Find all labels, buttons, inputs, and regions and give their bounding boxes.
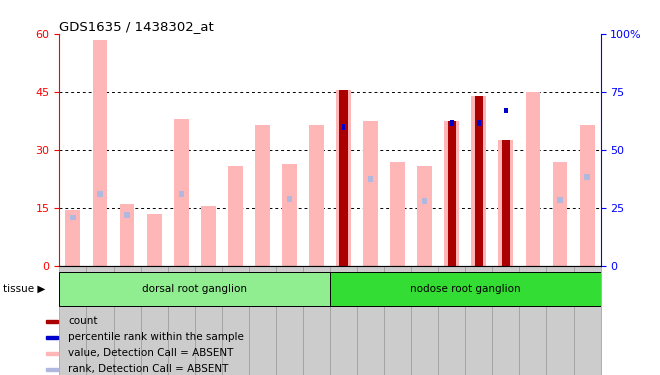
Bar — [46, 320, 58, 323]
Bar — [71, 214, 75, 220]
Bar — [201, 206, 216, 266]
Bar — [249, 266, 276, 375]
Bar — [450, 120, 453, 126]
Bar — [59, 272, 330, 306]
Bar — [174, 119, 189, 266]
Bar — [342, 124, 345, 130]
Bar — [330, 266, 357, 375]
Bar — [46, 352, 58, 355]
Bar — [179, 191, 183, 197]
Bar — [475, 96, 483, 266]
Bar — [287, 196, 292, 202]
Bar — [119, 204, 135, 266]
Bar — [384, 266, 411, 375]
Bar — [368, 176, 373, 182]
Bar — [125, 212, 129, 218]
Text: count: count — [68, 316, 98, 327]
Bar — [444, 121, 459, 266]
Bar — [141, 266, 168, 375]
Bar — [65, 210, 81, 266]
Bar — [558, 197, 562, 203]
Bar — [168, 266, 195, 375]
Bar — [114, 266, 141, 375]
Bar — [222, 266, 249, 375]
Bar — [552, 162, 568, 266]
Bar — [465, 266, 492, 375]
Bar — [195, 266, 222, 375]
Bar — [574, 266, 601, 375]
Bar — [336, 90, 351, 266]
Text: rank, Detection Call = ABSENT: rank, Detection Call = ABSENT — [68, 364, 228, 374]
Bar — [46, 336, 58, 339]
Bar — [492, 266, 519, 375]
Bar — [519, 266, 546, 375]
Bar — [147, 214, 162, 266]
Text: value, Detection Call = ABSENT: value, Detection Call = ABSENT — [68, 348, 234, 358]
Bar — [417, 165, 432, 266]
Text: nodose root ganglion: nodose root ganglion — [410, 284, 521, 294]
Text: percentile rank within the sample: percentile rank within the sample — [68, 332, 244, 342]
Bar — [330, 272, 601, 306]
Bar — [339, 90, 348, 266]
Bar — [422, 198, 427, 204]
Bar — [357, 266, 384, 375]
Bar — [585, 174, 589, 180]
Bar — [363, 121, 378, 266]
Bar — [546, 266, 574, 375]
Bar — [282, 164, 297, 266]
Bar — [525, 92, 541, 266]
Bar — [498, 140, 513, 266]
Bar — [390, 162, 405, 266]
Bar — [504, 108, 508, 113]
Bar — [477, 120, 480, 126]
Bar — [471, 96, 486, 266]
Bar — [502, 140, 510, 266]
Bar — [303, 266, 330, 375]
Bar — [438, 266, 465, 375]
Bar — [579, 125, 595, 266]
Bar — [411, 266, 438, 375]
Bar — [46, 368, 58, 370]
Bar — [255, 125, 270, 266]
Text: GDS1635 / 1438302_at: GDS1635 / 1438302_at — [59, 20, 214, 33]
Text: tissue ▶: tissue ▶ — [3, 284, 46, 294]
Bar — [276, 266, 303, 375]
Bar — [228, 165, 243, 266]
Text: dorsal root ganglion: dorsal root ganglion — [142, 284, 248, 294]
Bar — [86, 266, 114, 375]
Bar — [309, 125, 324, 266]
Bar — [59, 266, 86, 375]
Bar — [447, 121, 456, 266]
Bar — [98, 191, 102, 197]
Bar — [92, 40, 108, 266]
